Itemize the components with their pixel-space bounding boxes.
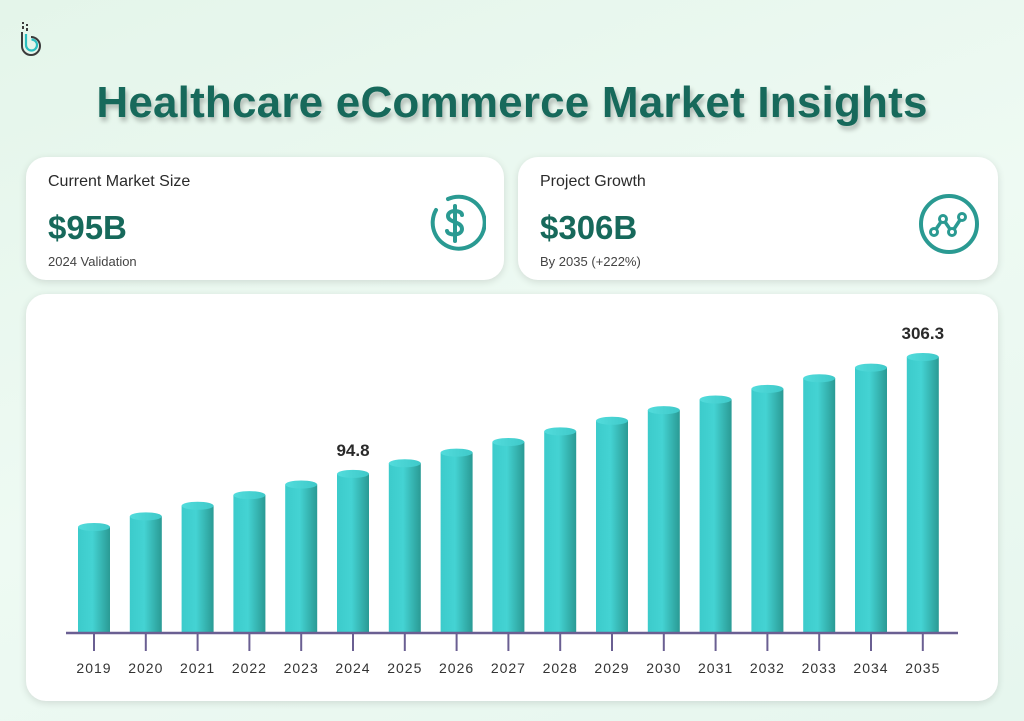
bar-body <box>388 463 421 633</box>
x-tick-label: 2023 <box>284 660 319 676</box>
x-tick-label: 2026 <box>439 660 474 676</box>
bar-body <box>285 484 318 633</box>
stat-subtext: By 2035 (+222%) <box>540 254 641 269</box>
x-tick-label: 2027 <box>491 660 526 676</box>
bar-cap <box>492 438 525 446</box>
bar-body <box>751 388 784 633</box>
bar-cap <box>855 363 887 372</box>
stat-label: Current Market Size <box>48 173 191 190</box>
bar-cap <box>544 427 577 436</box>
bar-2028 <box>544 427 577 633</box>
bar-2025 <box>388 459 421 633</box>
x-tick-label: 2019 <box>76 660 111 676</box>
bar-body <box>181 505 214 633</box>
stat-card-current-market: Current Market Size $95B 2024 Validation <box>26 157 504 280</box>
trend-line-icon <box>919 194 979 254</box>
data-label-2035: 306.3 <box>902 324 945 343</box>
bar-2023 <box>285 480 318 633</box>
bar-2019 <box>78 523 110 633</box>
bar-cap <box>78 523 110 531</box>
x-tick-label: 2032 <box>750 660 785 676</box>
bar-body <box>855 367 887 633</box>
bar-2035 <box>906 353 939 633</box>
bar-2032 <box>751 384 784 633</box>
x-tick-label: 2028 <box>543 660 578 676</box>
bar-body <box>129 516 162 633</box>
x-tick-label: 2035 <box>905 660 940 676</box>
x-tick-label: 2029 <box>594 660 629 676</box>
bar-2031 <box>699 395 732 633</box>
x-tick-label: 2020 <box>128 660 163 676</box>
bar-body <box>906 357 939 633</box>
x-tick-label: 2030 <box>646 660 681 676</box>
bar-body <box>492 442 525 633</box>
bar-cap <box>803 374 836 383</box>
bar-chart: 2019 2020 2021 2022 2023 2024 94.8 2025 2026 2027… <box>66 324 958 676</box>
x-tick-label: 2033 <box>802 660 837 676</box>
bar-body <box>647 410 680 633</box>
bar-cap <box>596 416 628 425</box>
bar-cap <box>751 384 784 393</box>
bar-cap <box>699 395 732 404</box>
x-tick-label: 2034 <box>853 660 888 676</box>
bar-2033 <box>803 374 836 633</box>
brand-logo-icon <box>21 22 41 56</box>
x-tick-label: 2031 <box>698 660 733 676</box>
bar-2020 <box>129 512 162 633</box>
bar-cap <box>388 459 421 468</box>
x-tick-label: 2021 <box>180 660 215 676</box>
bar-2024 <box>337 469 369 633</box>
page-title: Healthcare eCommerce Market Insights <box>96 78 928 127</box>
bar-body <box>544 431 577 633</box>
bar-body <box>596 420 628 633</box>
bar-body <box>699 399 732 633</box>
stat-label: Project Growth <box>540 173 646 190</box>
bar-2027 <box>492 438 525 633</box>
bar-body <box>233 495 266 633</box>
bar-2029 <box>596 416 628 633</box>
stat-value: $306B <box>540 209 638 246</box>
bar-body <box>78 527 110 633</box>
x-tick-label: 2025 <box>387 660 422 676</box>
bar-cap <box>233 491 266 500</box>
bar-cap <box>440 448 473 457</box>
stat-card-project-growth: Project Growth $306B By 2035 (+222%) <box>518 157 998 280</box>
bar-body <box>803 378 836 633</box>
bar-cap <box>337 469 369 478</box>
bar-body <box>440 452 473 633</box>
stat-subtext: 2024 Validation <box>48 254 137 269</box>
bar-cap <box>285 480 318 489</box>
x-tick-label: 2024 <box>335 660 370 676</box>
data-label-2024: 94.8 <box>336 441 369 460</box>
bar-2026 <box>440 448 473 633</box>
bar-2030 <box>647 406 680 633</box>
bar-2021 <box>181 501 214 633</box>
bar-2022 <box>233 491 266 633</box>
x-tick-label: 2022 <box>232 660 267 676</box>
bar-cap <box>129 512 162 521</box>
dollar-circle-icon <box>430 194 486 251</box>
bar-cap <box>181 501 214 510</box>
bar-2034 <box>855 363 887 633</box>
bar-cap <box>647 406 680 415</box>
bar-cap <box>906 353 939 361</box>
chart-card: 2019 2020 2021 2022 2023 2024 94.8 2025 2026 2027… <box>26 294 998 701</box>
bar-body <box>337 473 369 633</box>
stat-value: $95B <box>48 209 127 246</box>
